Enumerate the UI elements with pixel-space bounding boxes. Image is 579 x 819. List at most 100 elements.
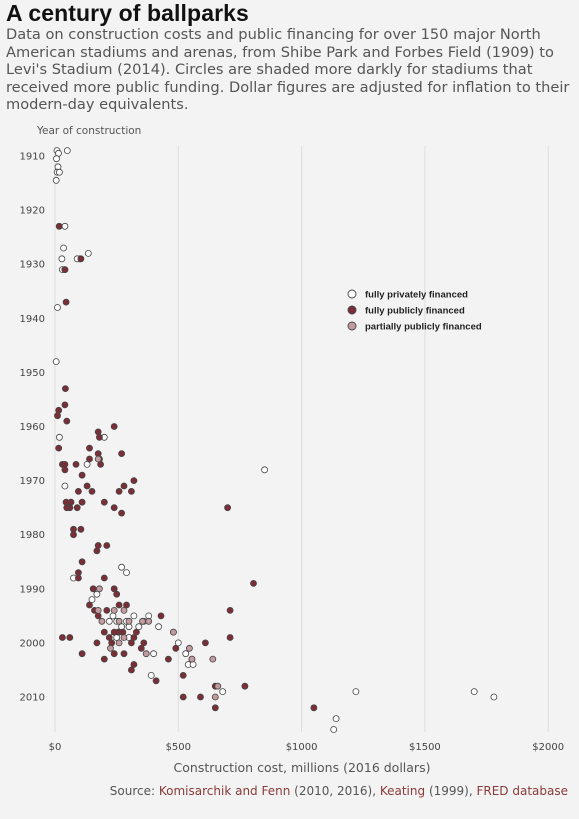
data-point-public: [118, 509, 125, 517]
data-point-public: [73, 504, 81, 512]
y-tick-label: 1930: [20, 260, 45, 271]
data-point-private: [261, 466, 269, 474]
legend: fully privately financed fully publicly f…: [347, 289, 482, 333]
source-link-fred[interactable]: FRED database: [476, 784, 568, 798]
data-point-public: [226, 634, 234, 641]
data-point-partial: [209, 655, 217, 663]
data-point-public: [115, 601, 123, 609]
data-point-public: [55, 444, 63, 452]
data-point-public: [70, 531, 77, 539]
y-tick-label: 2010: [20, 693, 45, 704]
data-point-private: [58, 255, 66, 263]
data-point-private: [470, 688, 478, 695]
data-point-partial: [139, 617, 146, 625]
data-point-public: [110, 423, 118, 430]
data-point-private: [109, 612, 117, 620]
data-point-public: [72, 460, 80, 468]
data-point-public: [54, 412, 61, 420]
data-point-partial: [115, 617, 123, 625]
data-point-public: [62, 385, 69, 393]
data-point-private: [63, 147, 71, 155]
data-point-private: [123, 569, 130, 576]
data-point-public: [93, 639, 101, 647]
data-point-public: [100, 574, 108, 582]
data-point-partial: [169, 628, 177, 636]
data-point-public: [118, 450, 125, 458]
data-point-public: [89, 585, 97, 593]
data-point-partial: [96, 585, 103, 593]
data-point-public: [172, 644, 180, 652]
data-point-private: [56, 168, 63, 176]
data-point-public: [201, 639, 209, 647]
chart-subtitle: Data on construction costs and public fi…: [6, 26, 570, 114]
data-point-public: [103, 607, 111, 614]
data-point-public: [86, 444, 93, 452]
data-point-public: [75, 574, 82, 582]
data-point-public: [120, 482, 128, 490]
source-link-komisarchik[interactable]: Komisarchik and Fenn: [158, 784, 291, 798]
data-point-partial: [142, 650, 150, 658]
data-point-public: [61, 466, 69, 474]
source-ref2-suffix: (1999),: [425, 784, 477, 798]
data-point-private: [52, 358, 60, 366]
data-point-public: [110, 585, 118, 593]
data-point-private: [490, 693, 498, 701]
data-point-public: [63, 504, 71, 512]
source-note: Source: Komisarchik and Fenn (2010, 2016…: [110, 784, 568, 798]
data-point-partial: [145, 617, 153, 625]
data-point-public: [88, 487, 96, 495]
data-point-partial: [188, 655, 196, 663]
data-point-public: [94, 428, 102, 436]
data-point-partial: [98, 617, 106, 625]
data-point-public: [77, 255, 85, 263]
data-point-public: [250, 580, 257, 587]
data-point-partial: [107, 644, 114, 652]
data-point-public: [157, 612, 165, 620]
data-point-private: [56, 433, 63, 441]
data-point-public: [78, 498, 86, 506]
x-axis-ticks: $0 $500 $1000 $1500 $2000: [49, 742, 564, 753]
data-point-public: [55, 222, 63, 230]
data-point-private: [219, 688, 227, 695]
y-tick-label: 1950: [20, 368, 45, 379]
data-point-private: [118, 563, 125, 571]
data-point-public: [62, 298, 70, 306]
data-point-public: [127, 666, 135, 674]
data-point-public: [100, 498, 108, 506]
y-axis-ticks: 1910 1920 1930 1940 1950 1960 1970 1980 1990 2000…: [20, 152, 45, 704]
legend-marker-private: [347, 289, 357, 299]
x-tick-label: $500: [166, 742, 191, 753]
data-point-public: [310, 704, 318, 712]
data-point-private: [88, 596, 96, 603]
data-point-private: [52, 176, 60, 184]
y-tick-label: 1940: [20, 314, 45, 325]
legend-label: fully privately financed: [365, 290, 468, 301]
data-point-private: [174, 639, 182, 647]
data-point-private: [61, 482, 69, 490]
source-link-keating[interactable]: Keating: [379, 784, 426, 798]
data-point-public: [224, 504, 232, 512]
data-point-partial: [115, 639, 123, 647]
data-point-public: [127, 487, 135, 495]
data-point-public: [96, 433, 103, 441]
x-tick-label: $0: [49, 742, 62, 753]
source-ref1-suffix: (2010, 2016),: [290, 784, 380, 798]
data-point-private: [189, 661, 197, 668]
y-tick-label: 1990: [20, 584, 45, 595]
data-point-public: [164, 655, 172, 663]
x-tick-label: $1000: [286, 742, 318, 753]
data-point-public: [86, 601, 93, 609]
data-point-public: [55, 406, 63, 414]
data-point-public: [226, 607, 234, 614]
data-point-public: [67, 498, 75, 506]
y-tick-label: 1980: [20, 530, 45, 541]
data-point-private: [352, 688, 360, 695]
data-point-public: [120, 650, 128, 658]
data-point-private: [105, 617, 113, 625]
data-point-private: [93, 590, 101, 598]
legend-marker-partial: [347, 321, 357, 331]
data-point-public: [241, 682, 249, 690]
data-point-private: [147, 672, 155, 679]
data-point-public: [197, 693, 204, 701]
